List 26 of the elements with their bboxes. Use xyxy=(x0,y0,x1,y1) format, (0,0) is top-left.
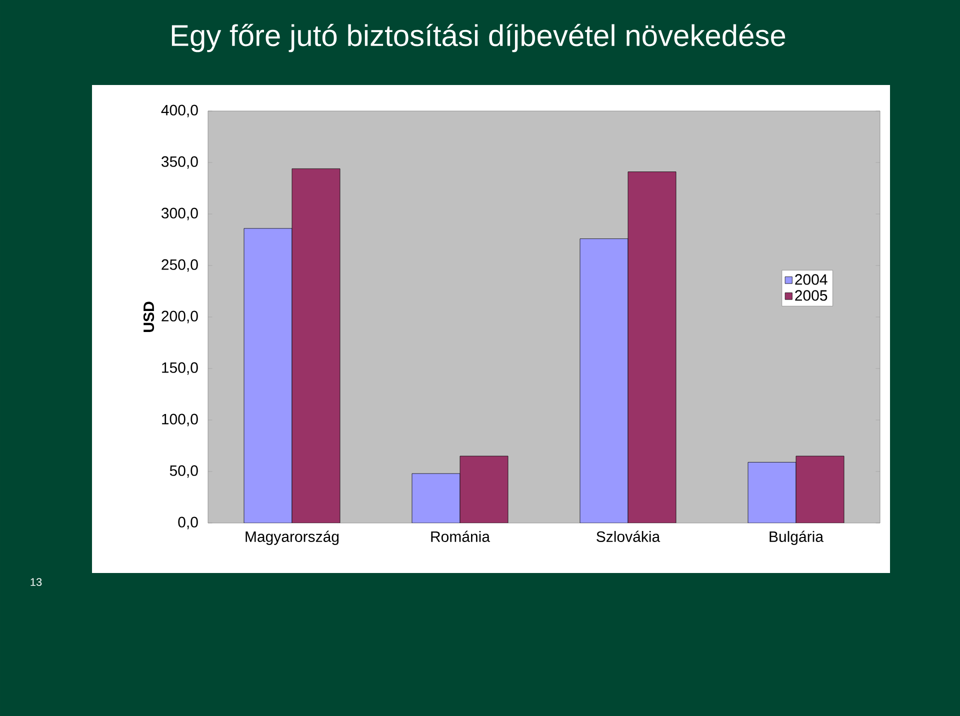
y-tick-label: 150,0 xyxy=(162,362,198,375)
text: 13 xyxy=(30,578,42,586)
x-tick-label: Románia xyxy=(431,530,490,542)
y-axis-title: USD xyxy=(143,302,154,332)
chart-title: Egy főre jutó biztosítási díjbevétel növekedése xyxy=(172,24,786,52)
bar xyxy=(628,172,676,523)
y-tick-label: 100,0 xyxy=(162,414,198,426)
y-tick-label: 400,0 xyxy=(161,104,198,118)
x-tick-label: Szlovákia xyxy=(596,530,660,542)
y-tick-label: 300,0 xyxy=(162,208,198,220)
y-tick-label: 50,0 xyxy=(170,465,198,478)
bar xyxy=(292,168,340,523)
bar xyxy=(580,238,628,523)
x-tick-label: Bulgária xyxy=(770,530,824,545)
bar xyxy=(460,456,508,523)
y-tick-label: 250,0 xyxy=(162,259,198,272)
legend-label: 2005 xyxy=(795,290,828,301)
y-tick-label: 350,0 xyxy=(162,156,198,169)
bar xyxy=(748,462,796,523)
legend-label: 2004 xyxy=(795,274,828,285)
bar xyxy=(244,228,292,523)
y-tick-label: 200,0 xyxy=(162,310,198,324)
bar xyxy=(796,456,844,523)
y-tick-label: 0,0 xyxy=(178,516,198,530)
bar xyxy=(412,473,460,523)
x-tick-label: Magyarország xyxy=(246,530,339,545)
